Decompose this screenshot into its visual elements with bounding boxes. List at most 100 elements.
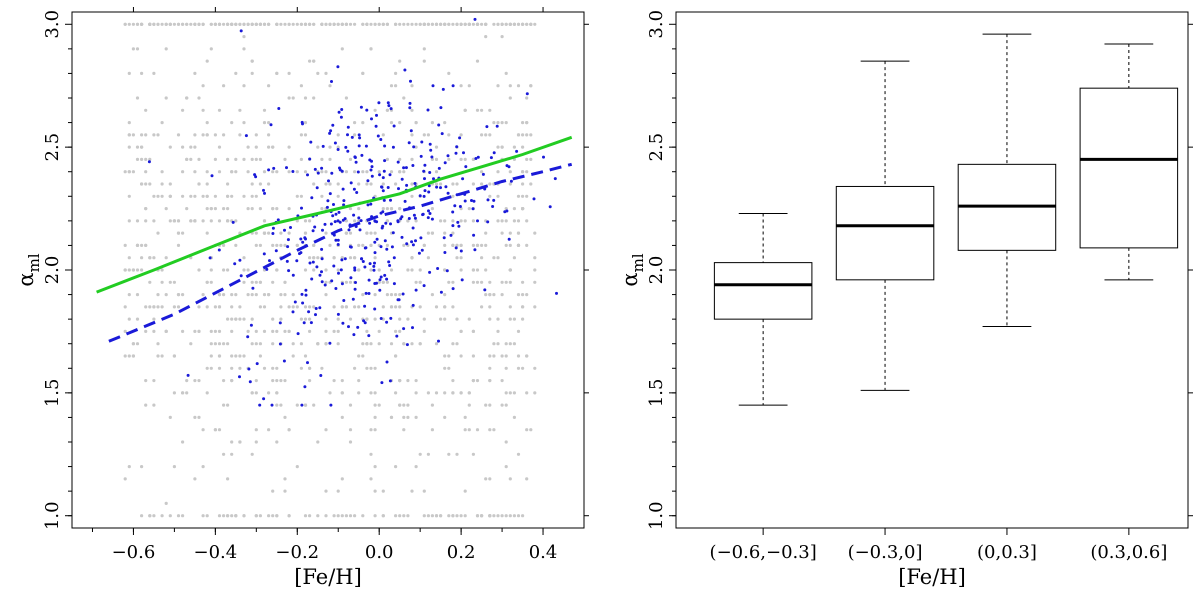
background-point (430, 121, 434, 125)
background-point (336, 194, 340, 198)
background-point (230, 194, 234, 198)
background-point (185, 391, 189, 395)
background-point (295, 170, 299, 174)
highlight-point (310, 277, 314, 281)
background-point (508, 305, 512, 309)
background-point (516, 133, 521, 137)
background-point (156, 231, 160, 235)
background-point (373, 514, 377, 518)
background-point (152, 514, 156, 518)
highlight-point (357, 144, 361, 148)
background-point (262, 219, 267, 223)
background-point (303, 514, 308, 518)
background-point (303, 268, 308, 272)
background-point (521, 133, 525, 137)
background-point (275, 22, 279, 26)
background-point (152, 379, 156, 383)
background-point (209, 219, 213, 223)
highlight-point (314, 307, 318, 310)
highlight-point (387, 260, 391, 264)
background-point (254, 133, 258, 137)
highlight-point (253, 173, 257, 177)
background-point (217, 354, 222, 358)
background-point (156, 133, 160, 137)
highlight-point (402, 327, 406, 331)
background-point (348, 256, 353, 260)
background-point (295, 465, 299, 469)
highlight-point (238, 375, 241, 379)
background-point (516, 293, 521, 297)
highlight-point (379, 245, 383, 249)
background-point (197, 379, 201, 383)
background-point (217, 219, 222, 223)
background-point (521, 182, 525, 186)
background-point (230, 317, 234, 321)
highlight-point (326, 199, 330, 203)
background-point (430, 514, 434, 518)
background-point (480, 514, 484, 518)
background-point (402, 243, 406, 247)
background-point (291, 293, 295, 297)
background-point (340, 22, 344, 26)
background-point (262, 329, 267, 333)
background-point (508, 84, 512, 88)
background-point (181, 170, 185, 174)
highlight-point (373, 307, 377, 311)
background-point (348, 22, 353, 26)
background-point (521, 293, 525, 297)
background-point (303, 305, 308, 309)
background-point (398, 305, 402, 309)
background-point (217, 108, 222, 112)
background-point (222, 133, 226, 137)
background-point (205, 391, 209, 395)
background-point (238, 354, 242, 358)
highlight-point (379, 138, 383, 141)
background-point (398, 121, 402, 125)
highlight-point (186, 373, 190, 377)
background-point (521, 305, 525, 309)
background-point (451, 219, 455, 223)
background-point (418, 452, 422, 456)
highlight-point (422, 169, 426, 173)
background-point (201, 293, 205, 297)
x-tick-label: −0.6 (112, 542, 156, 563)
background-point (168, 219, 172, 223)
highlight-point (555, 291, 558, 295)
highlight-point (352, 187, 356, 191)
highlight-point (334, 238, 338, 242)
background-point (422, 329, 426, 333)
background-point (377, 342, 381, 346)
highlight-point (353, 266, 357, 270)
background-point (361, 121, 365, 125)
background-point (308, 379, 312, 383)
background-point (443, 231, 447, 235)
background-point (344, 231, 348, 235)
background-point (508, 514, 512, 518)
background-point (226, 477, 230, 481)
background-point (463, 428, 467, 432)
background-point (250, 182, 254, 186)
background-point (484, 22, 488, 26)
background-point (181, 22, 185, 26)
background-point (361, 170, 365, 174)
highlight-point (411, 243, 415, 247)
highlight-point (389, 107, 393, 111)
highlight-point (485, 125, 489, 129)
background-point (344, 514, 348, 518)
background-point (459, 22, 463, 26)
background-point (402, 403, 406, 407)
background-point (475, 243, 480, 247)
background-point (394, 391, 398, 395)
background-point (406, 403, 410, 407)
background-point (447, 354, 451, 358)
highlight-point (334, 212, 338, 216)
highlight-point (339, 115, 343, 119)
highlight-point (451, 210, 455, 214)
background-point (140, 256, 144, 260)
background-point (471, 329, 475, 333)
background-point (238, 133, 242, 137)
background-point (414, 379, 418, 383)
background-point (283, 22, 287, 26)
background-point (439, 22, 443, 26)
background-point (287, 329, 291, 333)
